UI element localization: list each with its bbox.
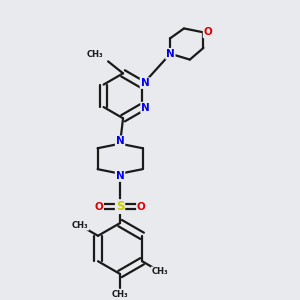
Text: O: O — [94, 202, 103, 212]
Text: N: N — [166, 49, 175, 59]
Text: CH₃: CH₃ — [152, 267, 168, 276]
Text: S: S — [116, 200, 124, 213]
Text: CH₃: CH₃ — [87, 50, 103, 59]
Text: O: O — [204, 27, 212, 37]
Text: O: O — [137, 202, 146, 212]
Text: N: N — [141, 103, 150, 112]
Text: N: N — [116, 171, 124, 181]
Text: CH₃: CH₃ — [112, 290, 128, 299]
Text: N: N — [116, 136, 124, 146]
Text: N: N — [140, 78, 149, 88]
Text: CH₃: CH₃ — [72, 221, 89, 230]
